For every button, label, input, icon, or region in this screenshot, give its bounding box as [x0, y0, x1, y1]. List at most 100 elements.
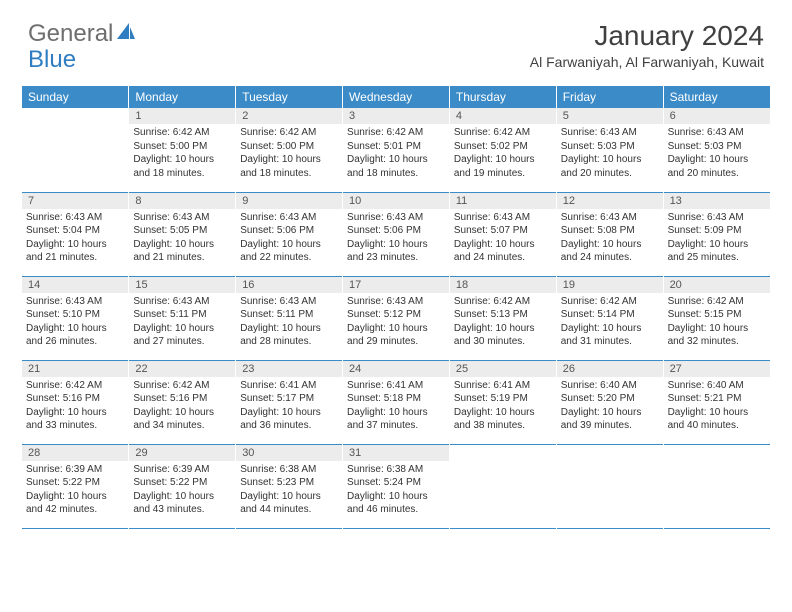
calendar-day-cell: 4Sunrise: 6:42 AMSunset: 5:02 PMDaylight…: [449, 108, 556, 192]
day-number: 16: [236, 277, 342, 293]
calendar-day-cell: [22, 108, 129, 192]
calendar-day-cell: 16Sunrise: 6:43 AMSunset: 5:11 PMDayligh…: [236, 276, 343, 360]
calendar-day-cell: 22Sunrise: 6:42 AMSunset: 5:16 PMDayligh…: [129, 360, 236, 444]
day-number: 30: [236, 445, 342, 461]
day-number: 22: [129, 361, 235, 377]
calendar-day-cell: 11Sunrise: 6:43 AMSunset: 5:07 PMDayligh…: [449, 192, 556, 276]
day-number: 31: [343, 445, 449, 461]
weekday-header: Wednesday: [343, 86, 450, 108]
calendar-day-cell: 23Sunrise: 6:41 AMSunset: 5:17 PMDayligh…: [236, 360, 343, 444]
calendar-day-cell: 7Sunrise: 6:43 AMSunset: 5:04 PMDaylight…: [22, 192, 129, 276]
calendar-day-cell: [663, 444, 770, 528]
day-text: Sunrise: 6:43 AMSunset: 5:10 PMDaylight:…: [22, 293, 128, 353]
day-text: Sunrise: 6:43 AMSunset: 5:11 PMDaylight:…: [129, 293, 235, 353]
calendar-day-cell: 24Sunrise: 6:41 AMSunset: 5:18 PMDayligh…: [343, 360, 450, 444]
day-text: Sunrise: 6:42 AMSunset: 5:15 PMDaylight:…: [664, 293, 770, 353]
day-text: Sunrise: 6:43 AMSunset: 5:05 PMDaylight:…: [129, 209, 235, 269]
day-text: Sunrise: 6:42 AMSunset: 5:14 PMDaylight:…: [557, 293, 663, 353]
day-text: Sunrise: 6:38 AMSunset: 5:24 PMDaylight:…: [343, 461, 449, 521]
day-text: Sunrise: 6:43 AMSunset: 5:03 PMDaylight:…: [557, 124, 663, 184]
day-text: Sunrise: 6:42 AMSunset: 5:02 PMDaylight:…: [450, 124, 556, 184]
calendar-day-cell: 2Sunrise: 6:42 AMSunset: 5:00 PMDaylight…: [236, 108, 343, 192]
day-text: Sunrise: 6:42 AMSunset: 5:01 PMDaylight:…: [343, 124, 449, 184]
weekday-header: Thursday: [449, 86, 556, 108]
day-number: 29: [129, 445, 235, 461]
month-title: January 2024: [530, 20, 764, 52]
day-text: Sunrise: 6:43 AMSunset: 5:07 PMDaylight:…: [450, 209, 556, 269]
calendar-body: 1Sunrise: 6:42 AMSunset: 5:00 PMDaylight…: [22, 108, 770, 528]
day-number: 11: [450, 193, 556, 209]
calendar-day-cell: 17Sunrise: 6:43 AMSunset: 5:12 PMDayligh…: [343, 276, 450, 360]
calendar-day-cell: 3Sunrise: 6:42 AMSunset: 5:01 PMDaylight…: [343, 108, 450, 192]
calendar-table: SundayMondayTuesdayWednesdayThursdayFrid…: [22, 86, 770, 529]
day-text: Sunrise: 6:40 AMSunset: 5:20 PMDaylight:…: [557, 377, 663, 437]
calendar-day-cell: 26Sunrise: 6:40 AMSunset: 5:20 PMDayligh…: [556, 360, 663, 444]
day-number: 6: [664, 108, 770, 124]
weekday-header: Saturday: [663, 86, 770, 108]
weekday-header: Monday: [129, 86, 236, 108]
day-text: Sunrise: 6:41 AMSunset: 5:18 PMDaylight:…: [343, 377, 449, 437]
logo-text-blue: Blue: [28, 46, 76, 74]
day-text: Sunrise: 6:43 AMSunset: 5:06 PMDaylight:…: [236, 209, 342, 269]
calendar-day-cell: 28Sunrise: 6:39 AMSunset: 5:22 PMDayligh…: [22, 444, 129, 528]
day-text: Sunrise: 6:39 AMSunset: 5:22 PMDaylight:…: [22, 461, 128, 521]
calendar-day-cell: [556, 444, 663, 528]
sail-icon: [115, 20, 137, 48]
day-text: Sunrise: 6:38 AMSunset: 5:23 PMDaylight:…: [236, 461, 342, 521]
calendar-week-row: 7Sunrise: 6:43 AMSunset: 5:04 PMDaylight…: [22, 192, 770, 276]
calendar-day-cell: 31Sunrise: 6:38 AMSunset: 5:24 PMDayligh…: [343, 444, 450, 528]
day-number: 20: [664, 277, 770, 293]
day-number: 10: [343, 193, 449, 209]
day-number: 28: [22, 445, 128, 461]
calendar-day-cell: 10Sunrise: 6:43 AMSunset: 5:06 PMDayligh…: [343, 192, 450, 276]
calendar-week-row: 28Sunrise: 6:39 AMSunset: 5:22 PMDayligh…: [22, 444, 770, 528]
weekday-header: Tuesday: [236, 86, 343, 108]
day-number: 17: [343, 277, 449, 293]
day-number: 9: [236, 193, 342, 209]
calendar-day-cell: [449, 444, 556, 528]
day-text: Sunrise: 6:42 AMSunset: 5:16 PMDaylight:…: [22, 377, 128, 437]
calendar-day-cell: 20Sunrise: 6:42 AMSunset: 5:15 PMDayligh…: [663, 276, 770, 360]
day-number: 19: [557, 277, 663, 293]
day-text: Sunrise: 6:43 AMSunset: 5:03 PMDaylight:…: [664, 124, 770, 184]
calendar-day-cell: 5Sunrise: 6:43 AMSunset: 5:03 PMDaylight…: [556, 108, 663, 192]
day-text: Sunrise: 6:43 AMSunset: 5:09 PMDaylight:…: [664, 209, 770, 269]
day-number: 24: [343, 361, 449, 377]
calendar-day-cell: 6Sunrise: 6:43 AMSunset: 5:03 PMDaylight…: [663, 108, 770, 192]
logo: General: [28, 20, 138, 48]
day-number: 7: [22, 193, 128, 209]
weekday-header: Sunday: [22, 86, 129, 108]
calendar-day-cell: 30Sunrise: 6:38 AMSunset: 5:23 PMDayligh…: [236, 444, 343, 528]
logo-text-general: General: [28, 20, 113, 48]
calendar-day-cell: 25Sunrise: 6:41 AMSunset: 5:19 PMDayligh…: [449, 360, 556, 444]
day-text: Sunrise: 6:42 AMSunset: 5:13 PMDaylight:…: [450, 293, 556, 353]
calendar-day-cell: 29Sunrise: 6:39 AMSunset: 5:22 PMDayligh…: [129, 444, 236, 528]
day-text: Sunrise: 6:39 AMSunset: 5:22 PMDaylight:…: [129, 461, 235, 521]
title-block: January 2024 Al Farwaniyah, Al Farwaniya…: [530, 20, 764, 70]
location: Al Farwaniyah, Al Farwaniyah, Kuwait: [530, 54, 764, 70]
day-number: 14: [22, 277, 128, 293]
calendar-week-row: 1Sunrise: 6:42 AMSunset: 5:00 PMDaylight…: [22, 108, 770, 192]
day-text: Sunrise: 6:43 AMSunset: 5:04 PMDaylight:…: [22, 209, 128, 269]
day-text: Sunrise: 6:42 AMSunset: 5:00 PMDaylight:…: [236, 124, 342, 184]
calendar-header: SundayMondayTuesdayWednesdayThursdayFrid…: [22, 86, 770, 108]
calendar-week-row: 14Sunrise: 6:43 AMSunset: 5:10 PMDayligh…: [22, 276, 770, 360]
calendar-day-cell: 1Sunrise: 6:42 AMSunset: 5:00 PMDaylight…: [129, 108, 236, 192]
day-number: 26: [557, 361, 663, 377]
calendar-day-cell: 9Sunrise: 6:43 AMSunset: 5:06 PMDaylight…: [236, 192, 343, 276]
calendar-day-cell: 21Sunrise: 6:42 AMSunset: 5:16 PMDayligh…: [22, 360, 129, 444]
day-number: 8: [129, 193, 235, 209]
calendar-day-cell: 18Sunrise: 6:42 AMSunset: 5:13 PMDayligh…: [449, 276, 556, 360]
day-number: 2: [236, 108, 342, 124]
day-text: Sunrise: 6:41 AMSunset: 5:17 PMDaylight:…: [236, 377, 342, 437]
day-text: Sunrise: 6:43 AMSunset: 5:08 PMDaylight:…: [557, 209, 663, 269]
day-text: Sunrise: 6:42 AMSunset: 5:16 PMDaylight:…: [129, 377, 235, 437]
calendar-day-cell: 12Sunrise: 6:43 AMSunset: 5:08 PMDayligh…: [556, 192, 663, 276]
calendar-day-cell: 19Sunrise: 6:42 AMSunset: 5:14 PMDayligh…: [556, 276, 663, 360]
day-number: 12: [557, 193, 663, 209]
day-number: 5: [557, 108, 663, 124]
header: General January 2024 Al Farwaniyah, Al F…: [0, 0, 792, 78]
day-number: 13: [664, 193, 770, 209]
day-number: 3: [343, 108, 449, 124]
day-number: 18: [450, 277, 556, 293]
